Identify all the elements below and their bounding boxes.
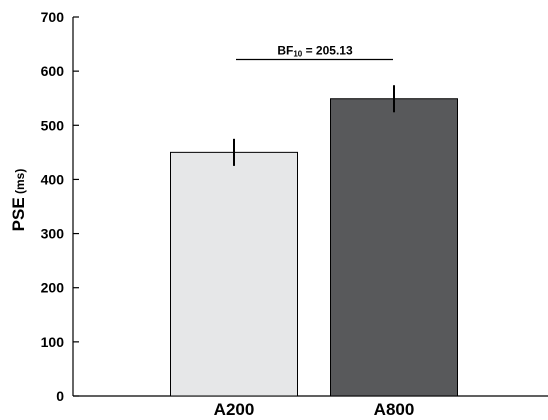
bar-a800 bbox=[330, 98, 458, 397]
bayes-factor-label: BF10 = 205.13 bbox=[277, 43, 353, 58]
y-tick-label: 700 bbox=[41, 9, 65, 25]
bar-a200 bbox=[170, 151, 298, 397]
y-tick-label: 0 bbox=[56, 388, 64, 404]
y-tick-label: 300 bbox=[41, 226, 65, 242]
y-axis-title: PSE (ms) bbox=[9, 169, 28, 232]
y-tick-label: 600 bbox=[41, 63, 65, 79]
error-bars bbox=[233, 85, 395, 166]
y-tick-label: 400 bbox=[41, 171, 65, 187]
x-tick-label-a800: A800 bbox=[374, 400, 415, 419]
y-tick-label: 100 bbox=[41, 334, 65, 350]
y-tick-label: 500 bbox=[41, 117, 65, 133]
x-tick-label-a200: A200 bbox=[214, 400, 255, 419]
y-axis-label: PSE (ms) bbox=[9, 169, 28, 232]
axes: 0 100 200 300 400 500 600 700 A200 A800 bbox=[41, 9, 548, 419]
y-tick-label: 200 bbox=[41, 280, 65, 296]
bayes-factor-annotation: BF10 = 205.13 bbox=[236, 43, 393, 61]
bars bbox=[170, 98, 458, 397]
